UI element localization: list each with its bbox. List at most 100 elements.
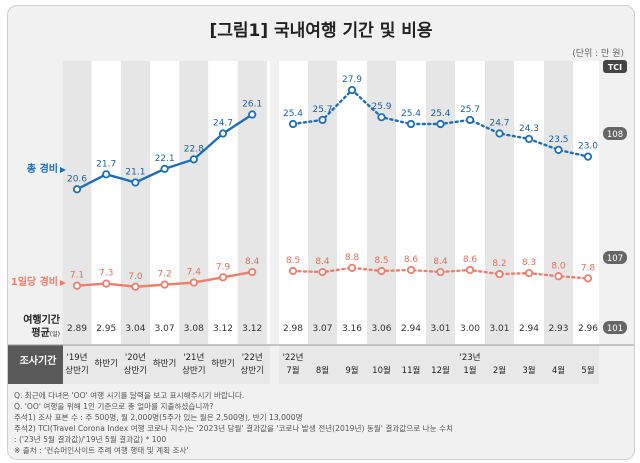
avg-days-value: 2.98	[283, 324, 303, 334]
left-panel	[63, 61, 270, 344]
data-point-daily_cost	[347, 263, 357, 272]
data-label-total_cost: 24.3	[519, 124, 539, 134]
tci-value-badge	[603, 251, 627, 264]
data-label-daily_cost: 8.3	[522, 258, 536, 268]
period-label-year: '23년	[460, 352, 481, 363]
data-label-total_cost: 23.0	[578, 142, 598, 152]
left-axis-band	[63, 345, 270, 384]
row-label-total-cost: 총 경비	[27, 162, 58, 175]
data-label-total_cost: 23.5	[548, 135, 568, 145]
data-point-total_cost	[318, 115, 327, 125]
period-label: 9월	[345, 365, 358, 376]
tci-value-badge	[603, 127, 627, 140]
tci-value-badge	[603, 321, 627, 334]
avg-days-value: 3.12	[213, 324, 233, 334]
row-label-avg-days-2: 평균(일)	[31, 326, 60, 339]
data-point-total_cost	[102, 170, 111, 179]
data-label-daily_cost: 7.1	[70, 271, 84, 281]
avg-days-value: 2.96	[578, 324, 598, 334]
data-point-daily_cost	[131, 282, 140, 291]
data-point-total_cost	[72, 185, 82, 194]
chart-svg: 20.6 21.7 21.1 22.1 22.8 24.7 26.1 25.4 25.7 27.9…	[8, 21, 634, 455]
data-point-daily_cost	[377, 266, 386, 276]
period-label: 10월	[372, 365, 391, 376]
survey-period-label-bg	[8, 345, 63, 384]
data-label-total_cost: 25.7	[460, 105, 480, 115]
right-axis-band	[279, 345, 599, 384]
data-label-daily_cost: 8.4	[315, 257, 330, 267]
footnote: : ('23년 5월 결과값)/'19년 5월 결과값) * 100	[14, 434, 166, 444]
data-point-daily_cost	[495, 270, 504, 279]
total-cost-arrow-icon	[60, 167, 66, 173]
column-shade	[426, 61, 455, 344]
data-point-total_cost	[189, 155, 198, 164]
data-label-daily_cost: 7.9	[216, 262, 231, 272]
period-label-year: '20년	[125, 352, 146, 363]
data-point-daily_cost	[102, 279, 111, 288]
period-label: 상반기	[124, 365, 147, 376]
data-point-daily_cost	[160, 280, 169, 289]
data-point-daily_cost	[189, 278, 198, 287]
avg-days-value: 2.93	[548, 324, 568, 334]
row-label-avg-days-unit: (일)	[50, 330, 60, 338]
period-label: 하반기	[94, 358, 117, 369]
avg-days-value: 3.01	[430, 324, 450, 334]
avg-days-value: 2.94	[401, 324, 421, 334]
data-point-total_cost	[347, 85, 357, 95]
period-label: 하반기	[211, 358, 234, 369]
avg-days-value: 2.89	[67, 324, 87, 334]
data-label-total_cost: 24.7	[213, 119, 233, 129]
data-label-daily_cost: 7.3	[99, 269, 113, 279]
avg-days-value: 3.07	[155, 324, 175, 334]
data-label-daily_cost: 7.4	[187, 268, 202, 278]
period-label: 2월	[493, 365, 506, 376]
avg-days-value: 3.12	[242, 324, 262, 334]
avg-days-value: 3.07	[312, 324, 332, 334]
period-label: 상반기	[240, 365, 263, 376]
period-label-year: '22년	[283, 352, 304, 363]
column-shade	[237, 61, 267, 344]
footnote: Q. 최근에 다녀온 'OO' 여행 시기를 달력을 보고 표시해주시기 바랍니…	[14, 390, 244, 400]
data-point-total_cost	[377, 113, 386, 122]
data-point-total_cost	[248, 110, 257, 119]
period-label: 5월	[581, 365, 594, 376]
data-label-daily_cost: 8.4	[433, 257, 448, 267]
data-point-daily_cost	[406, 265, 416, 275]
unit-note: (단위 : 만 원)	[572, 48, 624, 59]
data-point-total_cost	[465, 115, 475, 125]
data-label-total_cost: 27.9	[342, 75, 362, 85]
data-point-total_cost	[406, 119, 416, 129]
column-shade	[544, 61, 573, 344]
data-point-total_cost	[131, 178, 140, 187]
period-label: 상반기	[182, 365, 205, 376]
footnote: Q. 'OO' 여행을 위해 1인 기준으로 총 얼마를 지출하셨습니까?	[14, 401, 213, 411]
period-label: 상반기	[65, 365, 88, 376]
column-shade	[120, 61, 150, 344]
data-label-total_cost: 25.4	[401, 109, 421, 119]
chart-frame: 20.6 21.7 21.1 22.1 22.8 24.7 26.1 25.4 25.7 27.9…	[7, 5, 635, 460]
data-label-daily_cost: 7.2	[157, 270, 171, 280]
data-point-daily_cost	[554, 272, 563, 281]
period-label: 12월	[431, 365, 450, 376]
row-label-survey-period: 조사기간	[20, 354, 58, 367]
footnote: 주석2) TCI(Travel Corona Index 여행 코로나 지수)는…	[14, 423, 453, 433]
data-point-daily_cost	[218, 273, 228, 282]
tci-badge-label: TCI	[608, 63, 622, 72]
data-label-daily_cost: 8.8	[345, 253, 360, 263]
daily-cost-arrow-icon	[60, 280, 66, 286]
data-label-daily_cost: 7.8	[581, 263, 596, 273]
period-label: 8월	[316, 365, 329, 376]
avg-days-value: 3.06	[371, 324, 391, 334]
footnote: ※ 출처 : '컨슈머인사이트 주례 여행 행태 및 계획 조사'	[14, 445, 189, 455]
period-label: 11월	[402, 365, 421, 376]
column-shade	[485, 61, 514, 344]
chart-title: [그림1] 국내여행 기간 및 비용	[209, 21, 432, 41]
avg-days-value: 3.08	[184, 324, 204, 334]
tci-value-avg-days: 101	[607, 324, 623, 334]
data-point-daily_cost	[524, 268, 534, 278]
period-label: 1월	[463, 365, 476, 376]
data-point-total_cost	[218, 129, 228, 138]
tci-value-total_cost: 108	[607, 130, 623, 140]
data-label-total_cost: 21.1	[125, 167, 145, 177]
data-point-total_cost	[288, 119, 298, 129]
